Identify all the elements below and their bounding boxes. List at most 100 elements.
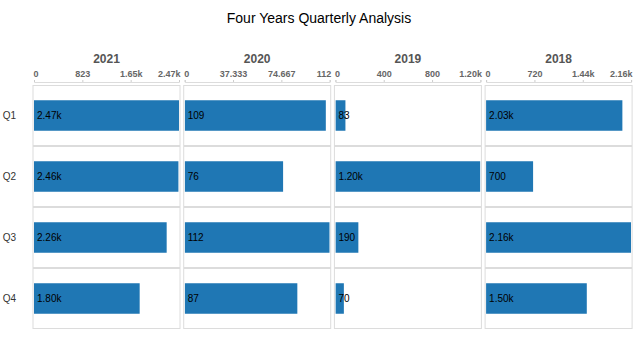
data-label: 700 bbox=[489, 171, 506, 182]
tick-label: 400 bbox=[377, 69, 392, 79]
cell-frame bbox=[485, 147, 632, 207]
cell-frame bbox=[184, 86, 331, 146]
x-axis: 0 37.333 74.667 112 bbox=[184, 69, 331, 83]
panel: 2020 0 37.333 74.667 112 109 76 112 87 bbox=[184, 52, 332, 329]
axis-line bbox=[336, 80, 481, 83]
tick-mark bbox=[330, 80, 331, 82]
cell-frame bbox=[485, 86, 632, 146]
tick-label: Q3 bbox=[3, 232, 17, 243]
data-label: 76 bbox=[188, 171, 200, 182]
chart-title: Four Years Quarterly Analysis bbox=[227, 10, 411, 26]
bar bbox=[486, 100, 622, 131]
data-label: 70 bbox=[338, 293, 350, 304]
cell-frame bbox=[184, 147, 331, 207]
data-label: 2.16k bbox=[489, 232, 514, 243]
tick: 720 bbox=[527, 69, 542, 82]
y-axis: Q1 Q2 Q3 Q4 bbox=[3, 110, 17, 304]
data-label: 190 bbox=[338, 232, 355, 243]
tick-mark bbox=[335, 80, 336, 82]
tick-mark bbox=[82, 80, 83, 82]
panel: 202108231.65k2.47kQ1Q2Q3Q42.47k2.46k2.26… bbox=[3, 52, 182, 329]
panel-title: 2020 bbox=[244, 52, 271, 66]
tick: 0 bbox=[34, 69, 39, 82]
bar bbox=[34, 283, 140, 314]
tick-label: 74.667 bbox=[268, 69, 296, 79]
data-label: 2.26k bbox=[37, 232, 62, 243]
data-label: 87 bbox=[188, 293, 200, 304]
cell-frame bbox=[334, 147, 481, 207]
tick-mark bbox=[281, 80, 282, 82]
axis-line bbox=[487, 80, 632, 83]
bars bbox=[34, 100, 179, 314]
tick: 0 bbox=[335, 69, 340, 82]
tick: 400 bbox=[377, 69, 392, 82]
cell-frame bbox=[33, 147, 180, 207]
tick-mark bbox=[583, 80, 584, 82]
tick: 2.47k bbox=[158, 69, 182, 82]
cell-frame bbox=[33, 86, 180, 146]
tick: 2.16k bbox=[610, 69, 634, 82]
tick: 1.44k bbox=[572, 69, 596, 82]
cell-frame bbox=[334, 86, 481, 146]
tick-label: 112 bbox=[317, 69, 332, 79]
tick-mark bbox=[233, 80, 234, 82]
bar bbox=[185, 222, 330, 253]
data-label: 2.46k bbox=[37, 171, 62, 182]
tick-mark bbox=[631, 80, 632, 82]
tick-mark bbox=[185, 80, 186, 82]
data-label: 1.80k bbox=[37, 293, 62, 304]
axis-line bbox=[185, 80, 330, 83]
bars bbox=[335, 100, 480, 314]
bar bbox=[486, 161, 533, 192]
bar bbox=[34, 222, 167, 253]
x-axis: 0 823 1.65k 2.47k bbox=[34, 69, 182, 83]
bar bbox=[34, 161, 178, 192]
panel: 201904008001.20k831.20k19070 bbox=[334, 52, 482, 329]
cell-frame bbox=[485, 269, 632, 329]
tick: 37.333 bbox=[220, 69, 248, 82]
tick-mark bbox=[384, 80, 385, 82]
tick-mark bbox=[179, 80, 180, 82]
tick: Q2 bbox=[3, 171, 17, 182]
bar bbox=[335, 222, 358, 253]
tick-label: Q1 bbox=[3, 110, 17, 121]
data-label: 1.50k bbox=[489, 293, 514, 304]
data-label: 109 bbox=[188, 110, 205, 121]
bars bbox=[185, 100, 330, 314]
tick-label: 823 bbox=[75, 69, 90, 79]
tick-label: 0 bbox=[335, 69, 340, 79]
cell-frame bbox=[334, 269, 481, 329]
data-labels: 2.47k2.46k2.26k1.80k bbox=[37, 110, 62, 304]
tick-label: 720 bbox=[527, 69, 542, 79]
bar bbox=[335, 161, 480, 192]
data-labels: 1097611287 bbox=[188, 110, 205, 304]
tick-label: 0 bbox=[486, 69, 491, 79]
tick-mark bbox=[131, 80, 132, 82]
data-label: 1.20k bbox=[338, 171, 363, 182]
bar bbox=[486, 283, 587, 314]
cell-frame bbox=[334, 208, 481, 268]
bar bbox=[486, 222, 631, 253]
x-axis: 04008001.20k bbox=[335, 69, 483, 83]
tick-mark bbox=[34, 80, 35, 82]
cell-frame bbox=[184, 208, 331, 268]
cell-frame bbox=[33, 269, 180, 329]
tick-mark bbox=[534, 80, 535, 82]
tick-mark bbox=[480, 80, 481, 82]
tick-label: 2.47k bbox=[158, 69, 182, 79]
tick-label: 1.65k bbox=[120, 69, 144, 79]
data-labels: 831.20k19070 bbox=[338, 110, 363, 304]
panel-title: 2018 bbox=[545, 52, 572, 66]
tick-label: Q4 bbox=[3, 293, 17, 304]
bar bbox=[185, 283, 298, 314]
tick-label: 1.20k bbox=[459, 69, 483, 79]
bar bbox=[185, 161, 283, 192]
panel: 201807201.44k2.16k2.03k7002.16k1.50k bbox=[485, 52, 633, 329]
tick-label: 2.16k bbox=[610, 69, 634, 79]
tick-label: 0 bbox=[184, 69, 189, 79]
tick: 112 bbox=[317, 69, 332, 82]
axis-line bbox=[35, 80, 180, 83]
tick-label: Q2 bbox=[3, 171, 17, 182]
tick-mark bbox=[486, 80, 487, 82]
tick: Q4 bbox=[3, 293, 17, 304]
